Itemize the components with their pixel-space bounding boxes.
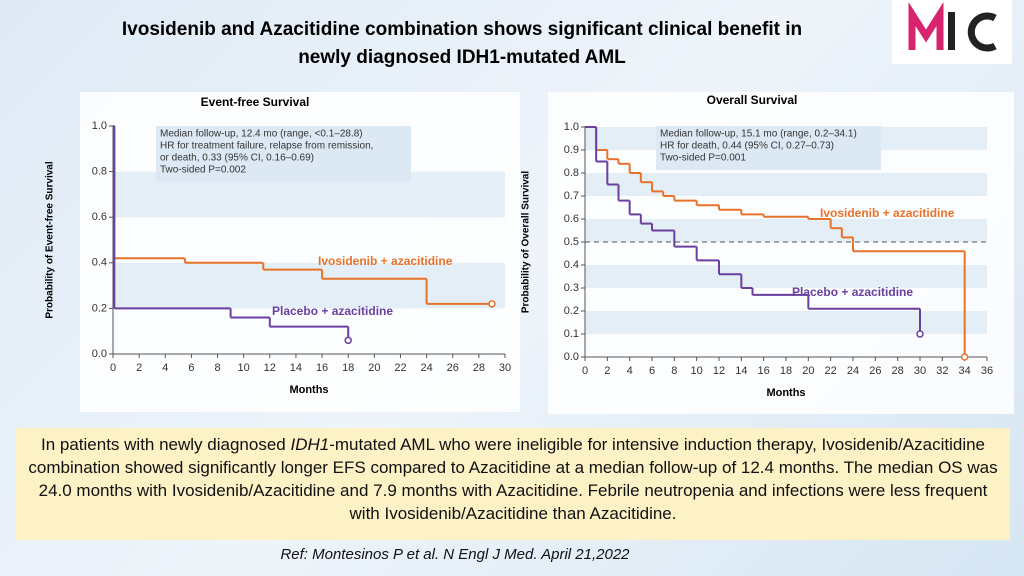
y-tick-label: 0.1 (564, 328, 579, 340)
y-tick-label: 0.2 (92, 302, 107, 314)
x-axis-label: Months (766, 387, 805, 399)
annotation-box (656, 126, 881, 170)
x-tick-label: 18 (780, 365, 792, 377)
x-tick-label: 18 (342, 362, 354, 374)
x-tick-label: 26 (447, 362, 459, 374)
x-tick-label: 14 (735, 365, 747, 377)
x-tick-label: 2 (604, 365, 610, 377)
y-tick-label: 0.3 (564, 282, 579, 294)
reference: Ref: Montesinos P et al. N Engl J Med. A… (280, 546, 630, 563)
band (585, 311, 987, 334)
series-label: Ivosidenib + azacitidine (318, 254, 453, 268)
x-tick-label: 22 (825, 365, 837, 377)
title-line: newly diagnosed IDH1-mutated AML (298, 47, 626, 68)
series-label: Placebo + azacitidine (792, 285, 913, 299)
x-tick-label: 6 (649, 365, 655, 377)
summary-text: -mutated AML who were ineligible for int… (28, 435, 998, 523)
annotation: Two-sided P=0.001 (660, 153, 746, 164)
y-tick-label: 0.7 (564, 190, 579, 202)
x-tick-label: 4 (627, 365, 633, 377)
y-tick-label: 0.8 (92, 166, 107, 178)
annotation: Median follow-up, 15.1 mo (range, 0.2–34… (660, 129, 857, 140)
x-tick-label: 0 (582, 365, 588, 377)
x-tick-label: 26 (869, 365, 881, 377)
band (585, 219, 987, 242)
y-tick-label: 0.4 (564, 259, 579, 271)
x-tick-label: 28 (892, 365, 904, 377)
x-tick-label: 30 (914, 365, 926, 377)
x-tick-label: 30 (499, 362, 511, 374)
x-axis-label: Months (289, 384, 328, 396)
y-tick-label: 0.0 (564, 351, 579, 363)
summary-italic: IDH1 (290, 435, 330, 454)
series-label: Placebo + azacitidine (272, 304, 393, 318)
band (585, 265, 987, 288)
annotation: HR for treatment failure, relapse from r… (160, 141, 373, 152)
x-tick-label: 16 (316, 362, 328, 374)
annotation: Median follow-up, 12.4 mo (range, <0.1–2… (160, 129, 363, 140)
x-tick-label: 14 (290, 362, 302, 374)
title-line: Ivosidenib and Azacitidine combination s… (122, 19, 802, 40)
annotation: HR for death, 0.44 (95% CI, 0.27–0.73) (660, 141, 834, 152)
series (585, 126, 924, 338)
chart-title: Overall Survival (707, 93, 798, 107)
y-tick-label: 0.2 (564, 305, 579, 317)
x-tick-label: 12 (264, 362, 276, 374)
x-tick-label: 6 (188, 362, 194, 374)
y-tick-label: 1.0 (564, 121, 579, 133)
y-tick-label: 0.0 (92, 348, 107, 360)
chart-title: Event-free Survival (201, 95, 310, 109)
summary-text: In patients with newly diagnosed (40, 435, 291, 454)
x-tick-label: 34 (959, 365, 971, 377)
x-tick-label: 8 (214, 362, 220, 374)
end-point (488, 300, 496, 308)
y-axis-label: Probability of Overall Survival (521, 171, 532, 313)
x-tick-label: 16 (758, 365, 770, 377)
x-tick-label: 28 (473, 362, 485, 374)
series (113, 125, 352, 345)
x-tick-label: 36 (981, 365, 993, 377)
y-tick-label: 0.4 (92, 257, 107, 269)
x-tick-label: 20 (368, 362, 380, 374)
end-point (916, 330, 924, 338)
end-point (960, 353, 969, 361)
y-tick-label: 0.6 (92, 211, 107, 223)
x-tick-label: 20 (802, 365, 814, 377)
x-tick-label: 0 (110, 362, 116, 374)
x-tick-label: 8 (671, 365, 677, 377)
x-tick-label: 32 (936, 365, 948, 377)
y-axis-label: Probability of Event-free Survival (45, 161, 56, 318)
annotation: Two-sided P=0.002 (160, 165, 246, 176)
annotation: or death, 0.33 (95% CI, 0.16–0.69) (160, 153, 314, 164)
x-tick-label: 22 (394, 362, 406, 374)
end-point (344, 336, 352, 345)
y-tick-label: 0.8 (564, 167, 579, 179)
x-tick-label: 4 (162, 362, 168, 374)
logo (892, 0, 1012, 64)
summary: In patients with newly diagnosed IDH1-mu… (16, 428, 1010, 540)
x-tick-label: 2 (136, 362, 142, 374)
annotation-box (156, 126, 411, 182)
series-label: Ivosidenib + azacitidine (820, 206, 955, 220)
x-tick-label: 24 (847, 365, 859, 377)
y-tick-label: 0.9 (564, 144, 579, 156)
x-tick-label: 10 (238, 362, 250, 374)
y-tick-label: 0.6 (564, 213, 579, 225)
y-tick-label: 0.5 (564, 236, 579, 248)
y-tick-label: 1.0 (92, 120, 107, 132)
band (585, 173, 987, 196)
x-tick-label: 10 (691, 365, 703, 377)
x-tick-label: 24 (420, 362, 432, 374)
x-tick-label: 12 (713, 365, 725, 377)
